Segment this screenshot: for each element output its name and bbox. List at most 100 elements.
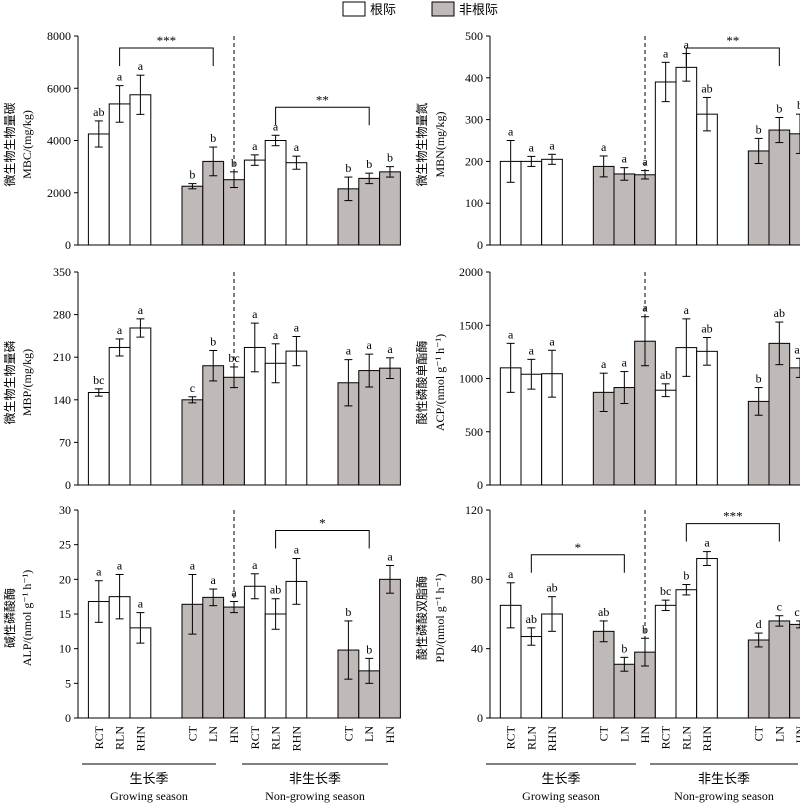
significance-letter: a bbox=[138, 59, 144, 73]
significance-letter: b bbox=[345, 605, 351, 619]
y-axis-label-zh: 微生物生物量碳 bbox=[3, 102, 17, 186]
bar-growing-HN bbox=[634, 174, 656, 246]
y-tick-label: 350 bbox=[53, 265, 71, 279]
significance-bracket bbox=[275, 530, 370, 549]
y-tick-label: 2000 bbox=[47, 186, 71, 200]
bar-non_growing-RHN bbox=[285, 162, 308, 246]
y-tick-label: 500 bbox=[465, 425, 483, 439]
significance-letter: a bbox=[529, 140, 535, 154]
significance-letter: a bbox=[642, 301, 648, 315]
y-tick-label: 100 bbox=[465, 196, 483, 210]
significance-letter: b bbox=[210, 335, 216, 349]
significance-letter: a bbox=[508, 567, 514, 581]
bar-non_growing-LN bbox=[358, 177, 381, 246]
bar-non_growing-RCT bbox=[654, 81, 677, 246]
significance-letter: a bbox=[117, 323, 123, 337]
significance-letter: ab bbox=[774, 306, 785, 320]
bar-non_growing-HN bbox=[379, 578, 401, 719]
significance-letter: ab bbox=[701, 321, 712, 335]
y-tick-label: 1000 bbox=[459, 372, 483, 386]
group-zh-left-nongrowing: 非生长季 bbox=[289, 772, 341, 787]
y-axis-label-zh: 微生物生物量磷 bbox=[2, 340, 17, 424]
bar-non_growing-LN bbox=[768, 620, 791, 719]
bar-non_growing-CT bbox=[747, 639, 770, 719]
bar-growing-RHN bbox=[129, 94, 152, 246]
significance-letter: a bbox=[387, 549, 393, 563]
significance-letter: a bbox=[294, 321, 300, 335]
y-tick-label: 300 bbox=[465, 113, 483, 127]
group-en-right-nongrowing: Non-growing season bbox=[674, 789, 774, 803]
bar-growing-RHN bbox=[541, 158, 563, 246]
x-tick-label: LN bbox=[206, 726, 220, 742]
y-tick-label: 0 bbox=[65, 711, 71, 725]
significance-letter: ab bbox=[701, 81, 712, 95]
y-axis-label-en: MBN(mg/kg) bbox=[433, 111, 447, 177]
bar-non_growing-RLN bbox=[675, 589, 698, 719]
significance-letter: ab bbox=[93, 105, 104, 119]
bar-non_growing-RCT bbox=[243, 159, 266, 246]
y-axis-label-en: PD/(nmol g⁻¹ h⁻¹) bbox=[433, 573, 447, 662]
y-tick-label: 500 bbox=[465, 29, 483, 43]
significance-letter: a bbox=[211, 573, 217, 587]
significance-letter: c bbox=[190, 381, 195, 395]
x-tick-label: CT bbox=[752, 725, 766, 741]
y-tick-label: 2000 bbox=[459, 265, 483, 279]
y-tick-label: 210 bbox=[53, 350, 71, 364]
significance-letter: a bbox=[622, 356, 628, 370]
x-tick-label: RLN bbox=[113, 726, 127, 750]
y-tick-label: 400 bbox=[465, 71, 483, 85]
significance-bracket bbox=[530, 554, 625, 573]
y-tick-label: 6000 bbox=[47, 81, 71, 95]
group-zh-left-growing: 生长季 bbox=[129, 772, 168, 787]
y-tick-label: 80 bbox=[471, 572, 483, 586]
x-tick-label: RHN bbox=[700, 726, 714, 752]
legend-label-rhizosphere: 根际 bbox=[370, 3, 396, 18]
significance-letter: a bbox=[117, 70, 123, 84]
x-tick-label: HN bbox=[227, 726, 241, 744]
bar-growing-RLN bbox=[520, 160, 543, 246]
significance-letter: b bbox=[387, 151, 393, 165]
bar-growing-HN bbox=[223, 179, 245, 246]
significance-letter: a bbox=[684, 38, 690, 52]
bar-growing-RCT bbox=[87, 133, 110, 246]
bar-non_growing-HN bbox=[789, 367, 800, 486]
bar-non_growing-LN bbox=[358, 370, 381, 486]
x-tick-label: HN bbox=[793, 726, 800, 744]
y-tick-label: 0 bbox=[65, 238, 71, 252]
season-labels: 生长季 Growing season 非生长季 Non-growing seas… bbox=[82, 763, 798, 803]
bar-non_growing-RHN bbox=[696, 113, 718, 246]
significance-letter: b bbox=[683, 569, 689, 583]
bar-growing-RHN bbox=[129, 327, 152, 486]
bar-growing-CT bbox=[181, 399, 204, 486]
y-axis-label-en: ALP/(nmol g⁻¹ h⁻¹) bbox=[20, 570, 34, 667]
significance-letter: a bbox=[704, 536, 710, 550]
significance-letter: ab bbox=[526, 612, 537, 626]
legend: 根际 非根际 bbox=[342, 1, 498, 18]
y-tick-label: 280 bbox=[53, 308, 71, 322]
bar-growing-RLN bbox=[520, 373, 543, 486]
significance-letter: b bbox=[756, 372, 762, 386]
legend-swatch-rhizosphere bbox=[342, 1, 366, 17]
significance-letter: a bbox=[273, 119, 279, 133]
bar-non_growing-RCT bbox=[654, 604, 677, 719]
bar-growing-LN bbox=[613, 173, 636, 246]
bar-non_growing-RCT bbox=[243, 585, 266, 719]
significance-stars: * bbox=[319, 516, 326, 531]
x-tick-label: RLN bbox=[269, 726, 283, 750]
significance-letter: ab bbox=[660, 368, 671, 382]
significance-letter: a bbox=[549, 334, 555, 348]
significance-stars: ** bbox=[726, 33, 739, 48]
x-tick-label: RCT bbox=[248, 725, 262, 749]
x-tick-label: HN bbox=[383, 726, 397, 744]
significance-letter: b bbox=[366, 157, 372, 171]
bar-growing-HN bbox=[223, 376, 245, 486]
x-tick-label: RLN bbox=[679, 726, 693, 750]
x-tick-label: LN bbox=[772, 726, 786, 742]
significance-letter: a bbox=[663, 46, 669, 60]
